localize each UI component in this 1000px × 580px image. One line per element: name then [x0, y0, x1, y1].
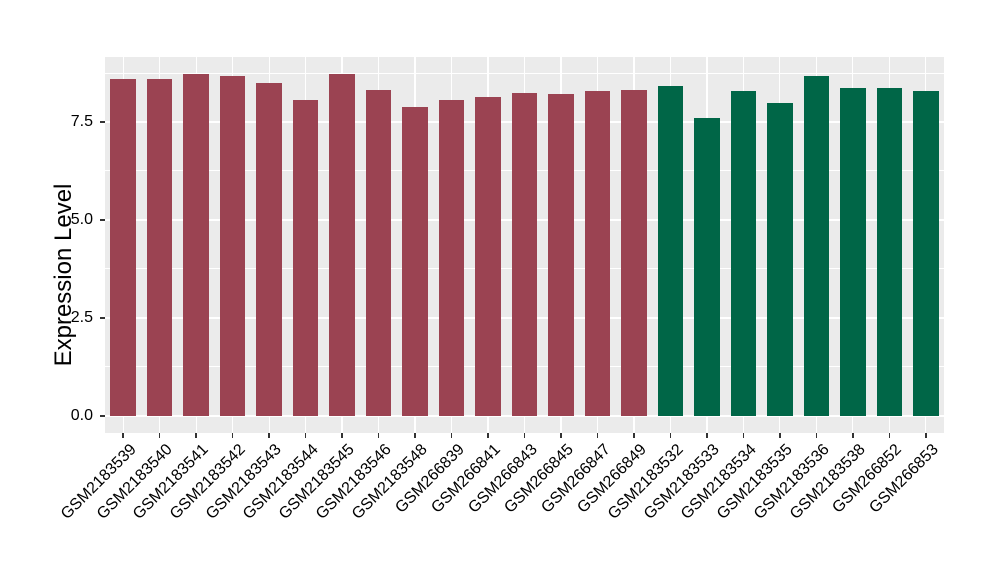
bar-GSM266852	[876, 88, 903, 416]
y-tick-mark	[100, 219, 105, 221]
x-tick-mark	[815, 433, 818, 438]
x-tick-mark	[158, 433, 161, 438]
y-tick-label: 2.5	[70, 308, 93, 326]
bar-GSM2183548	[402, 106, 428, 416]
x-tick-mark	[669, 433, 672, 438]
x-tick-mark	[231, 433, 234, 438]
x-tick-mark	[925, 433, 927, 438]
x-tick-mark	[633, 433, 635, 438]
y-tick-mark	[100, 317, 105, 319]
x-tick-mark	[523, 433, 526, 438]
bar-GSM266849	[621, 89, 647, 416]
bar-GSM2183539	[110, 78, 136, 416]
x-tick-mark	[487, 433, 489, 438]
bar-GSM2183544	[292, 100, 319, 416]
plot-panel	[105, 57, 944, 433]
bar-GSM266853	[913, 91, 939, 416]
bar-GSM266843	[511, 92, 538, 416]
bar-GSM266847	[584, 91, 611, 416]
x-tick-mark	[304, 433, 307, 438]
bar-GSM2183543	[256, 82, 282, 416]
y-tick-mark	[100, 121, 105, 123]
y-tick-label: 7.5	[70, 113, 93, 131]
x-tick-mark	[450, 433, 453, 438]
bar-GSM2183545	[329, 73, 355, 416]
bar-GSM2183535	[767, 103, 793, 416]
bar-GSM266841	[475, 96, 501, 416]
x-tick-mark	[195, 433, 197, 438]
y-tick-mark	[100, 415, 105, 417]
bar-GSM2183546	[365, 89, 392, 416]
x-tick-mark	[779, 433, 781, 438]
bar-GSM2183536	[803, 76, 830, 416]
bar-GSM2183532	[657, 85, 684, 416]
x-tick-mark	[596, 433, 599, 438]
bar-GSM2183540	[146, 78, 173, 416]
x-tick-mark	[377, 433, 380, 438]
x-tick-mark	[268, 433, 270, 438]
bar-GSM2183542	[219, 75, 246, 416]
bar-GSM2183541	[183, 74, 209, 416]
bar-GSM266845	[548, 94, 574, 416]
bar-GSM2183538	[840, 87, 866, 416]
bar-GSM266839	[438, 100, 465, 416]
x-tick-mark	[742, 433, 745, 438]
y-tick-label: 5.0	[70, 210, 93, 228]
bar-GSM2183534	[730, 90, 757, 416]
x-tick-mark	[706, 433, 708, 438]
bar-GSM2183533	[694, 117, 720, 416]
x-tick-mark	[852, 433, 854, 438]
x-tick-mark	[560, 433, 562, 438]
x-tick-mark	[341, 433, 343, 438]
x-tick-mark	[122, 433, 124, 438]
x-tick-mark	[888, 433, 891, 438]
y-tick-label: 0.0	[70, 406, 93, 424]
x-tick-mark	[414, 433, 416, 438]
